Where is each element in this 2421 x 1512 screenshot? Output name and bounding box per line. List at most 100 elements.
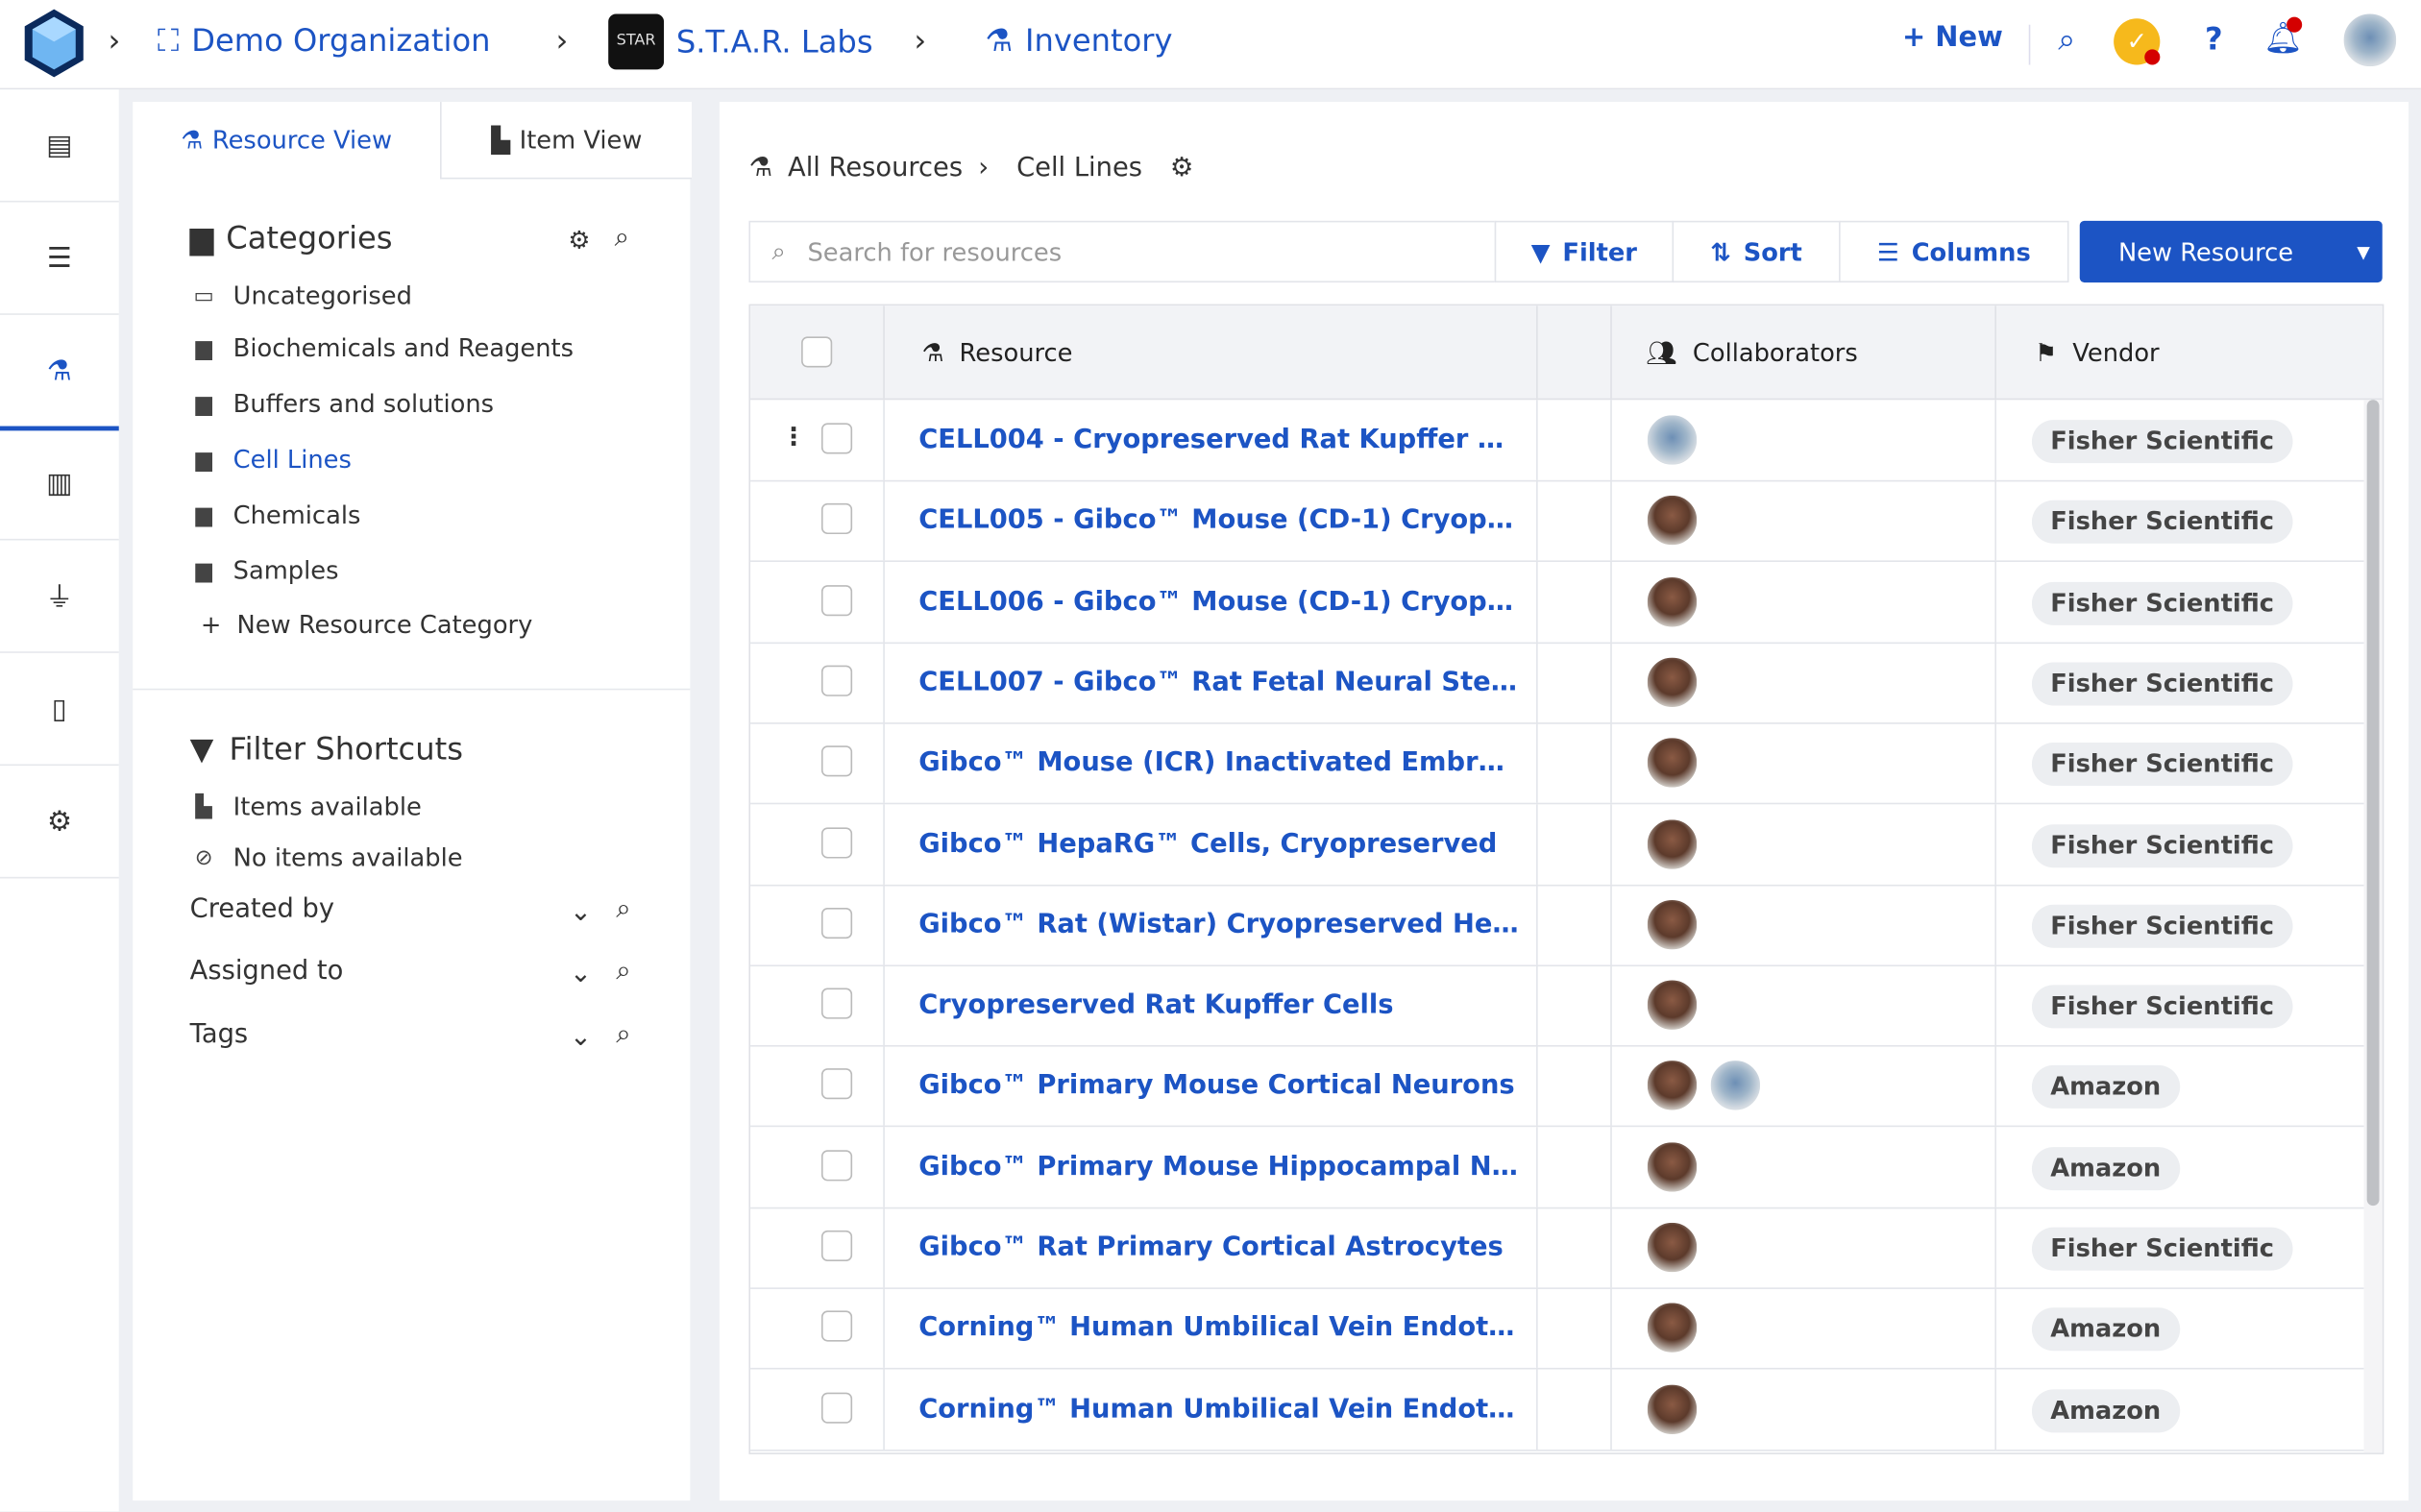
select-all-checkbox[interactable] bbox=[801, 336, 833, 368]
row-checkbox[interactable] bbox=[820, 826, 853, 858]
rail-item-inventory[interactable]: ▥ bbox=[0, 427, 119, 541]
filter-dropdown[interactable]: Assigned to ⌄ ⌕ bbox=[190, 955, 653, 990]
new-button[interactable]: + New bbox=[1902, 21, 2003, 54]
chevron-down-icon[interactable]: ⌄ bbox=[570, 896, 592, 928]
row-checkbox[interactable] bbox=[820, 988, 853, 1019]
header-vendor[interactable]: ⚑ Vendor bbox=[1996, 305, 2383, 398]
table-row[interactable]: CELL005 - Gibco™ Mouse (CD-1) Cryopres..… bbox=[750, 480, 2364, 563]
rail-item-document[interactable]: ▯ bbox=[0, 653, 119, 767]
breadcrumb-org[interactable]: ⛶ Demo Organization bbox=[158, 21, 491, 59]
row-checkbox[interactable] bbox=[820, 423, 853, 454]
table-row[interactable]: Cryopreserved Rat Kupffer Cells Fisher Sc… bbox=[750, 964, 2364, 1047]
resource-link[interactable]: Gibco™ Primary Mouse Hippocampal Neu... bbox=[918, 1151, 1521, 1183]
tab-resource-view[interactable]: ⚗ Resource View bbox=[133, 102, 440, 178]
search-icon[interactable]: ⌕ bbox=[616, 1018, 631, 1050]
columns-button[interactable]: ☰ Columns bbox=[1839, 220, 2069, 283]
chevron-down-icon[interactable]: ⌄ bbox=[570, 959, 592, 990]
sort-button[interactable]: ⇅ Sort bbox=[1672, 220, 1841, 283]
search-icon[interactable]: ⌕ bbox=[616, 955, 631, 987]
resource-link[interactable]: CELL006 - Gibco™ Mouse (CD-1) Cryopres..… bbox=[918, 586, 1521, 618]
rail-item-gear[interactable]: ⚙ bbox=[0, 766, 119, 879]
resource-link[interactable]: Gibco™ Rat (Wistar) Cryopreserved Hepa..… bbox=[918, 909, 1521, 940]
tab-item-view[interactable]: ▙ Item View bbox=[440, 102, 692, 180]
table-row[interactable]: Corning™ Human Umbilical Vein Endothel..… bbox=[750, 1287, 2364, 1370]
help-icon[interactable]: ? bbox=[2204, 19, 2223, 58]
collaborator-avatar[interactable] bbox=[1644, 896, 1700, 953]
shortcut-no-items[interactable]: ⊘ No items available bbox=[190, 842, 463, 872]
row-checkbox[interactable] bbox=[820, 503, 853, 535]
row-checkbox[interactable] bbox=[820, 1391, 853, 1424]
table-row[interactable]: CELL006 - Gibco™ Mouse (CD-1) Cryopres..… bbox=[750, 561, 2364, 644]
resource-link[interactable]: Gibco™ HepaRG™ Cells, Cryopreserved bbox=[918, 828, 1498, 860]
row-checkbox[interactable] bbox=[820, 584, 853, 616]
table-row[interactable]: CELL007 - Gibco™ Rat Fetal Neural Stem C… bbox=[750, 642, 2364, 724]
filter-dropdown[interactable]: Tags ⌄ ⌕ bbox=[190, 1018, 653, 1054]
collaborator-avatar[interactable] bbox=[1644, 1219, 1700, 1276]
collaborator-avatar[interactable] bbox=[1644, 493, 1700, 549]
table-row[interactable]: Gibco™ Rat (Wistar) Cryopreserved Hepa..… bbox=[750, 884, 2364, 966]
table-row[interactable]: Gibco™ Mouse (ICR) Inactivated Embryon..… bbox=[750, 722, 2364, 805]
filter-button[interactable]: ▼ Filter bbox=[1494, 220, 1675, 283]
gear-icon[interactable]: ⚙ bbox=[1169, 153, 1194, 184]
breadcrumb-inventory[interactable]: ⚗ Inventory bbox=[985, 21, 1172, 59]
shortcut-items-available[interactable]: ▙ Items available bbox=[190, 792, 421, 821]
resource-link[interactable]: Gibco™ Mouse (ICR) Inactivated Embryon..… bbox=[918, 747, 1521, 779]
breadcrumb-all-resources[interactable]: All Resources bbox=[788, 153, 964, 184]
chevron-down-icon[interactable]: ⌄ bbox=[570, 1021, 592, 1054]
collaborator-avatar[interactable] bbox=[1707, 1058, 1764, 1114]
row-checkbox[interactable] bbox=[820, 907, 853, 939]
resource-link[interactable]: Corning™ Human Umbilical Vein Endothel..… bbox=[918, 1312, 1521, 1344]
rail-item-notebook[interactable]: ▤ bbox=[0, 89, 119, 203]
table-row[interactable]: Gibco™ HepaRG™ Cells, Cryopreserved Fishe… bbox=[750, 803, 2364, 886]
row-checkbox[interactable] bbox=[820, 1230, 853, 1262]
collaborator-avatar[interactable] bbox=[1644, 654, 1700, 711]
search-icon[interactable]: ⌕ bbox=[616, 893, 631, 925]
resource-link[interactable]: CELL005 - Gibco™ Mouse (CD-1) Cryopres..… bbox=[918, 504, 1521, 537]
resource-link[interactable]: CELL007 - Gibco™ Rat Fetal Neural Stem C… bbox=[918, 667, 1521, 698]
row-checkbox[interactable] bbox=[820, 1310, 853, 1343]
user-avatar[interactable] bbox=[2340, 11, 2400, 70]
category-item[interactable]: ▆ Samples bbox=[190, 556, 338, 586]
table-row[interactable]: Gibco™ Primary Mouse Cortical Neurons Ama… bbox=[750, 1045, 2364, 1128]
header-resource[interactable]: ⚗ Resource bbox=[885, 305, 1538, 399]
collaborator-avatar[interactable] bbox=[1644, 816, 1700, 872]
collaborator-avatar[interactable] bbox=[1644, 412, 1700, 468]
search-icon[interactable]: ⌕ bbox=[2058, 19, 2076, 58]
collaborator-avatar[interactable] bbox=[1644, 1300, 1700, 1356]
row-checkbox[interactable] bbox=[820, 1149, 853, 1181]
search-icon[interactable]: ⌕ bbox=[614, 222, 629, 254]
rail-item-flask[interactable]: ⚗ bbox=[0, 315, 119, 431]
collaborator-avatar[interactable] bbox=[1644, 1380, 1700, 1437]
rail-item-checklist[interactable]: ☰ bbox=[0, 203, 119, 315]
table-row[interactable]: Gibco™ Rat Primary Cortical Astrocytes Fi… bbox=[750, 1207, 2364, 1289]
collaborator-avatar[interactable] bbox=[1644, 1058, 1700, 1114]
category-item[interactable]: ▆ Chemicals bbox=[190, 500, 360, 530]
vertical-scrollbar[interactable] bbox=[2363, 400, 2383, 1453]
more-options-icon[interactable]: ⋮ bbox=[781, 421, 806, 451]
resource-link[interactable]: Corning™ Human Umbilical Vein Endothel..… bbox=[918, 1393, 1521, 1425]
search-input[interactable]: ⌕ Search for resources bbox=[748, 220, 1497, 283]
collaborator-avatar[interactable] bbox=[1644, 1138, 1700, 1195]
resource-link[interactable]: Gibco™ Primary Mouse Cortical Neurons bbox=[918, 1070, 1515, 1102]
category-item[interactable]: ▭ Uncategorised bbox=[190, 280, 411, 310]
breadcrumb-lab[interactable]: STAR S.T.A.R. Labs bbox=[608, 13, 873, 70]
collaborator-avatar[interactable] bbox=[1644, 735, 1700, 792]
table-row[interactable]: Corning™ Human Umbilical Vein Endothel..… bbox=[750, 1368, 2364, 1451]
row-checkbox[interactable] bbox=[820, 745, 853, 777]
category-item[interactable]: ▆ Cell Lines bbox=[190, 445, 351, 475]
collaborator-avatar[interactable] bbox=[1644, 573, 1700, 630]
category-item[interactable]: ▆ Buffers and solutions bbox=[190, 389, 494, 419]
row-checkbox[interactable] bbox=[820, 665, 853, 696]
resource-link[interactable]: Cryopreserved Rat Kupffer Cells bbox=[918, 989, 1394, 1021]
resource-link[interactable]: Gibco™ Rat Primary Cortical Astrocytes bbox=[918, 1232, 1504, 1263]
row-checkbox[interactable] bbox=[820, 1068, 853, 1100]
header-collaborators[interactable]: 👥︎ Collaborators bbox=[1612, 305, 1996, 399]
rail-item-plug[interactable]: ⏚ bbox=[0, 540, 119, 653]
horizontal-scrollbar[interactable] bbox=[1537, 1452, 2383, 1453]
gear-icon[interactable]: ⚙ bbox=[568, 225, 591, 256]
new-category-button[interactable]: + New Resource Category bbox=[201, 610, 532, 640]
resource-link[interactable]: CELL004 - Cryopreserved Rat Kupffer Cell… bbox=[918, 424, 1521, 456]
table-row[interactable]: Gibco™ Primary Mouse Hippocampal Neu... A… bbox=[750, 1126, 2364, 1208]
caret-down-icon[interactable]: ▼ bbox=[2357, 241, 2370, 262]
app-logo-icon[interactable] bbox=[23, 8, 85, 79]
